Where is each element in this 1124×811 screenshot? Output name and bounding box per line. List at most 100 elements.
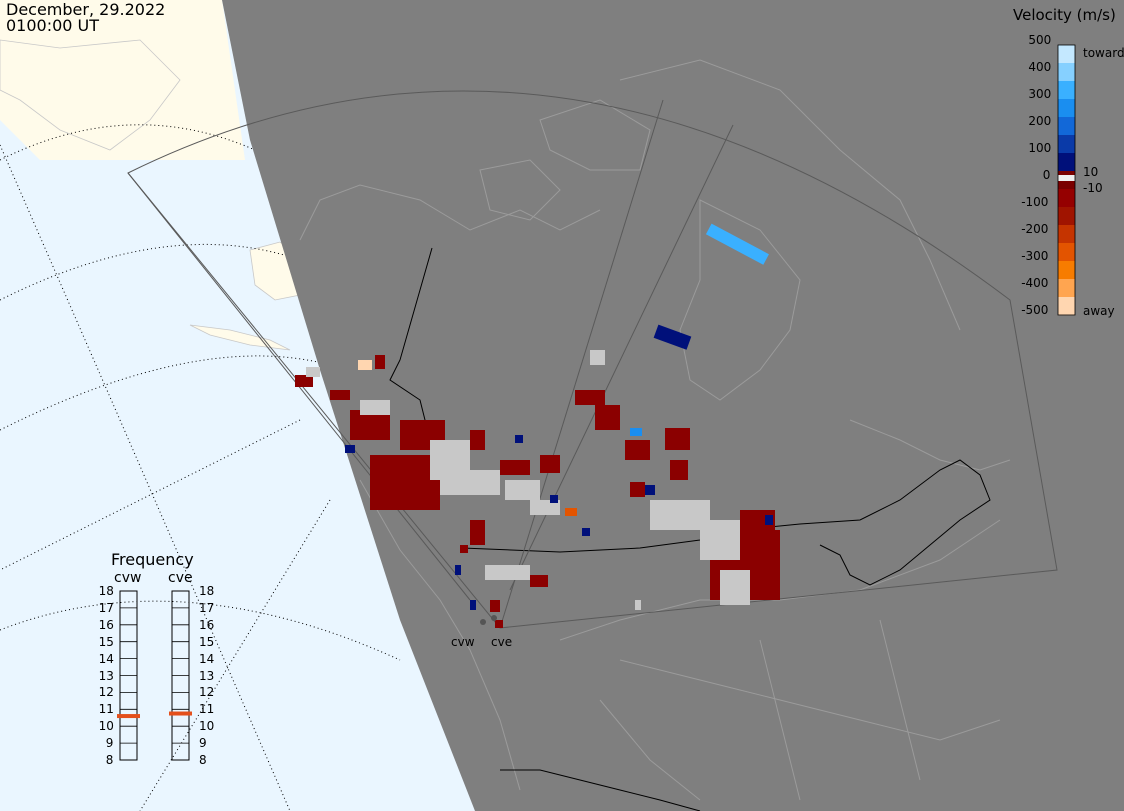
colorbar-segment: [1058, 189, 1075, 208]
velocity-cell: [306, 367, 320, 377]
velocity-cells: [295, 223, 780, 628]
frequency-tick-left: 14: [98, 651, 114, 666]
radar-label-cve: cve: [168, 570, 193, 586]
longitude-line-1: [0, 144, 291, 811]
frequency-tick-right: 18: [199, 584, 215, 598]
velocity-cell: [635, 600, 641, 610]
velocity-toward-label: toward: [1083, 46, 1124, 60]
velocity-cell: [470, 520, 485, 545]
velocity-cell: [490, 600, 500, 612]
pacific-coast: [359, 479, 521, 791]
frequency-tick-left: 16: [98, 617, 114, 632]
frequency-panel: [117, 590, 192, 761]
velocity-cell: [575, 390, 605, 405]
velocity-colorbar: [1057, 44, 1076, 316]
velocity-cell: [530, 575, 548, 587]
velocity-cell: [295, 375, 313, 387]
frequency-tick-right: 17: [199, 600, 215, 615]
velocity-cell: [470, 600, 476, 610]
velocity-cell: [645, 485, 655, 495]
velocity-cell: [460, 545, 468, 553]
colorbar-segment: [1058, 63, 1075, 82]
velocity-cell: [440, 470, 500, 495]
time-label: 0100:00 UT: [6, 16, 100, 35]
velocity-cell: [700, 520, 740, 560]
fov-outline: [127, 90, 1058, 629]
backscatter-blue: [345, 324, 773, 610]
frequency-tick-right: 12: [199, 685, 215, 700]
velocity-plus-label: 10: [1083, 165, 1099, 179]
arctic-island-2: [479, 159, 561, 221]
velocity-tick-label: 200: [1028, 114, 1052, 128]
state-line-3: [759, 639, 801, 801]
frequency-tick-left: 10: [98, 719, 114, 734]
velocity-cell: [540, 455, 560, 473]
colorbar-segment: [1058, 45, 1075, 64]
frequency-tick-left: 9: [105, 736, 114, 751]
colorbar-segment: [1058, 261, 1075, 280]
date-label: December, 29.2022: [6, 0, 166, 19]
frequency-tick-left: 17: [98, 600, 114, 615]
velocity-cell: [653, 324, 692, 350]
velocity-cell: [595, 405, 620, 430]
colorbar-segment: [1058, 153, 1075, 172]
labrador-coast: [849, 419, 1011, 471]
site-label-cvw: cvw: [451, 635, 475, 649]
velocity-cell-away: [358, 360, 372, 370]
state-line-1: [619, 659, 1001, 741]
velocity-cell: [765, 515, 773, 525]
arctic-coast: [299, 184, 601, 241]
velocity-legend-title: Velocity (m/s): [1013, 6, 1116, 24]
velocity-tick-label: 400: [1028, 60, 1052, 74]
velocity-tick-label: -500: [1021, 303, 1049, 317]
frequency-tick-right: 13: [199, 668, 215, 683]
frequency-tick-left: 12: [98, 685, 114, 700]
frequency-tick-right: 11: [199, 702, 215, 717]
colorbar-segment: [1058, 243, 1075, 262]
velocity-cell: [670, 460, 688, 480]
frequency-tick-right: 16: [199, 617, 215, 632]
frequency-tick-left: 11: [98, 702, 114, 717]
colorbar-zero-band: [1058, 175, 1075, 181]
yukon-border: [389, 247, 433, 441]
frequency-marker-cvw: [117, 714, 140, 719]
frequency-title: Frequency: [111, 550, 194, 569]
site-marker-cvw: [480, 619, 486, 625]
graticule: [0, 124, 401, 811]
velocity-cell: [455, 565, 461, 575]
fov-beam-1: [499, 99, 664, 629]
frequency-tick-left: 15: [98, 634, 114, 649]
velocity-cell-toward: [630, 428, 642, 436]
backscatter-gray: [306, 350, 750, 610]
colorbar-outline: [1057, 44, 1076, 316]
velocity-tick-label: -100: [1021, 195, 1049, 209]
colorbar-segment: [1058, 81, 1075, 100]
velocity-cell: [515, 435, 523, 443]
frequency-tick-right: 9: [199, 736, 207, 751]
state-line-4: [879, 619, 921, 781]
velocity-cell-away: [565, 508, 577, 516]
frequency-tick-right: 15: [199, 634, 215, 649]
colorbar-segment: [1058, 135, 1075, 154]
velocity-tick-label: 100: [1028, 141, 1052, 155]
velocity-cell: [495, 620, 503, 628]
frequency-tick-left: 18: [98, 584, 114, 598]
velocity-cell: [370, 455, 440, 510]
velocity-cell: [375, 355, 385, 369]
colorbar-segment: [1058, 207, 1075, 226]
state-line-2: [599, 699, 701, 801]
frequency-tick-right: 14: [199, 651, 215, 666]
velocity-cell: [625, 440, 650, 460]
alaska-coast: [0, 39, 181, 151]
velocity-cell: [470, 430, 485, 450]
frequency-marker-cve: [169, 711, 192, 716]
velocity-cell: [500, 460, 530, 475]
colorbar-segment: [1058, 117, 1075, 136]
velocity-tick-label: -400: [1021, 276, 1049, 290]
arctic-island-1: [539, 99, 651, 171]
colorbar-segment: [1058, 225, 1075, 244]
frequency-tick-right: 8: [199, 753, 207, 767]
velocity-cell: [330, 390, 350, 400]
colorbar-segment: [1058, 99, 1075, 118]
